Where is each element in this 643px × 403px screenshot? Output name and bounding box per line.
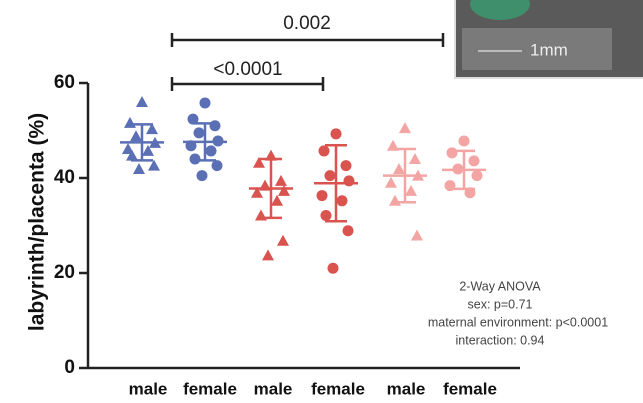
data-point (399, 122, 411, 133)
y-tick-label: 0 (64, 357, 75, 378)
data-point (194, 127, 205, 138)
y-tick-label: 20 (54, 262, 75, 283)
data-point (344, 175, 355, 186)
data-point (277, 235, 289, 246)
data-point (212, 160, 223, 171)
data-point (337, 195, 348, 206)
x-tick-label: female (443, 379, 497, 398)
data-point (405, 185, 417, 196)
stats-block: 2-Way ANOVA sex: p=0.71 maternal environ… (428, 279, 608, 347)
data-point (130, 130, 142, 141)
chart: 1mm 0.002 <0.0001 labyrinth/placenta (%)… (0, 0, 643, 403)
data-point (331, 128, 342, 139)
data-point (341, 160, 352, 171)
x-tick-label: male (254, 379, 293, 398)
data-point (271, 195, 283, 206)
data-point (472, 170, 483, 181)
data-point (278, 185, 290, 196)
data-point (469, 155, 480, 166)
data-point (343, 225, 354, 236)
data-point (190, 154, 201, 165)
comparison-label: 0.002 (283, 13, 331, 34)
data-point (328, 263, 339, 274)
data-point (393, 163, 405, 174)
data-point (124, 117, 136, 128)
data-point (321, 210, 332, 221)
data-point (409, 153, 421, 164)
scale-label: 1mm (530, 40, 568, 59)
data-point (319, 145, 330, 156)
x-tick-label: male (387, 379, 426, 398)
data-point (325, 170, 336, 181)
y-tick-label: 60 (54, 72, 75, 93)
stats-line: interaction: 0.94 (456, 333, 545, 347)
stats-line: maternal environment: p<0.0001 (428, 315, 608, 329)
data-point (197, 170, 208, 181)
data-point (389, 195, 401, 206)
data-point (262, 249, 274, 260)
y-axis-label: labyrinth/placenta (%) (26, 113, 49, 331)
data-point (206, 145, 217, 156)
stats-line: 2-Way ANOVA (459, 279, 541, 293)
data-point (136, 96, 148, 107)
data-point (317, 190, 328, 201)
data-point (411, 229, 423, 240)
data-point (275, 175, 287, 186)
data-point (133, 163, 145, 174)
x-tick-label: female (183, 379, 237, 398)
inset-image: 1mm (455, 0, 643, 78)
bracket (172, 33, 443, 47)
data-point (210, 120, 221, 131)
x-tick-label: female (311, 379, 365, 398)
data-point (447, 147, 458, 158)
data-point (200, 97, 211, 108)
x-tick-label: male (129, 379, 168, 398)
y-tick-label: 40 (54, 167, 75, 188)
data-point (459, 135, 470, 146)
comparison-label: <0.0001 (213, 59, 282, 80)
data-point (385, 177, 397, 188)
stats-line: sex: p=0.71 (468, 297, 533, 311)
